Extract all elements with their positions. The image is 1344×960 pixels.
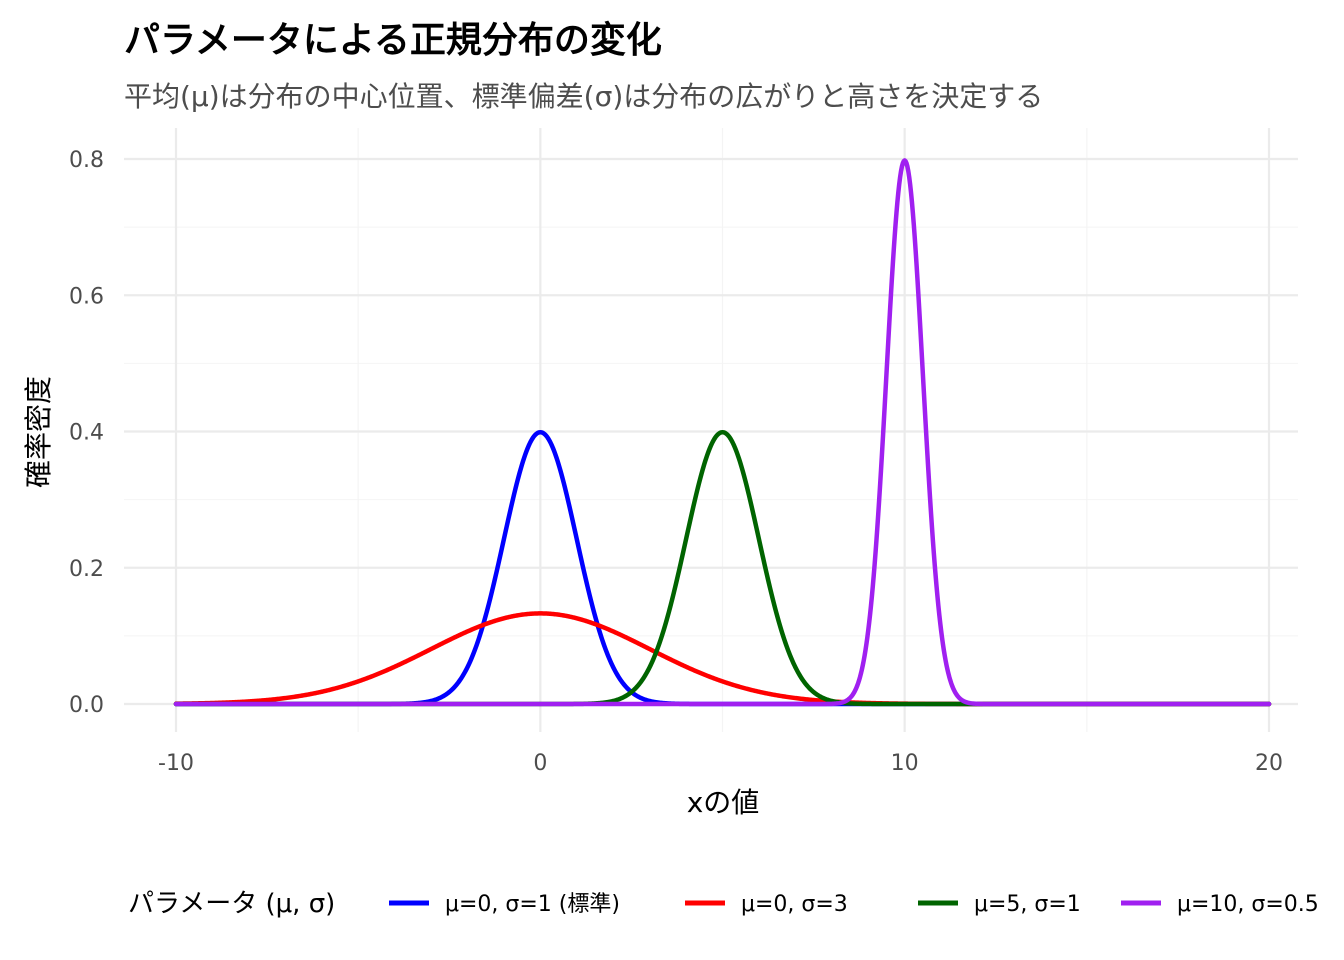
legend-title: パラメータ (μ, σ)	[128, 889, 335, 919]
x-axis-title: xの値	[687, 786, 760, 819]
legend-label: μ=0, σ=3	[741, 892, 848, 917]
series-lines	[173, 158, 1272, 707]
y-tick-label: 0.8	[69, 148, 104, 173]
legend-label: μ=0, σ=1 (標準)	[445, 892, 620, 917]
series-line	[173, 158, 1272, 707]
x-axis-ticks: -10 0 10 20	[158, 751, 1283, 776]
x-tick-label: -10	[158, 751, 194, 776]
legend-label: μ=10, σ=0.5	[1177, 892, 1319, 917]
y-tick-label: 0.6	[69, 284, 104, 309]
y-axis-ticks: 0.0 0.2 0.4 0.6 0.8	[69, 148, 104, 718]
y-tick-label: 0.4	[69, 421, 104, 446]
chart-subtitle: 平均(μ)は分布の中心位置、標準偏差(σ)は分布の広がりと高さを決定する	[124, 80, 1043, 113]
x-tick-label: 20	[1255, 751, 1283, 776]
x-tick-label: 10	[891, 751, 919, 776]
legend-items: μ=0, σ=1 (標準) μ=0, σ=3 μ=5, σ=1 μ=10, σ=0.5	[389, 892, 1319, 917]
legend: パラメータ (μ, σ) μ=0, σ=1 (標準) μ=0, σ=3 μ=5, σ…	[128, 889, 1319, 919]
x-tick-label: 0	[533, 751, 547, 776]
y-tick-label: 0.0	[69, 693, 104, 718]
legend-label: μ=5, σ=1	[974, 892, 1081, 917]
y-tick-label: 0.2	[69, 557, 104, 582]
y-axis-title: 確率密度	[22, 376, 55, 488]
grid	[124, 128, 1298, 732]
chart-title: パラメータによる正規分布の変化	[124, 19, 662, 61]
